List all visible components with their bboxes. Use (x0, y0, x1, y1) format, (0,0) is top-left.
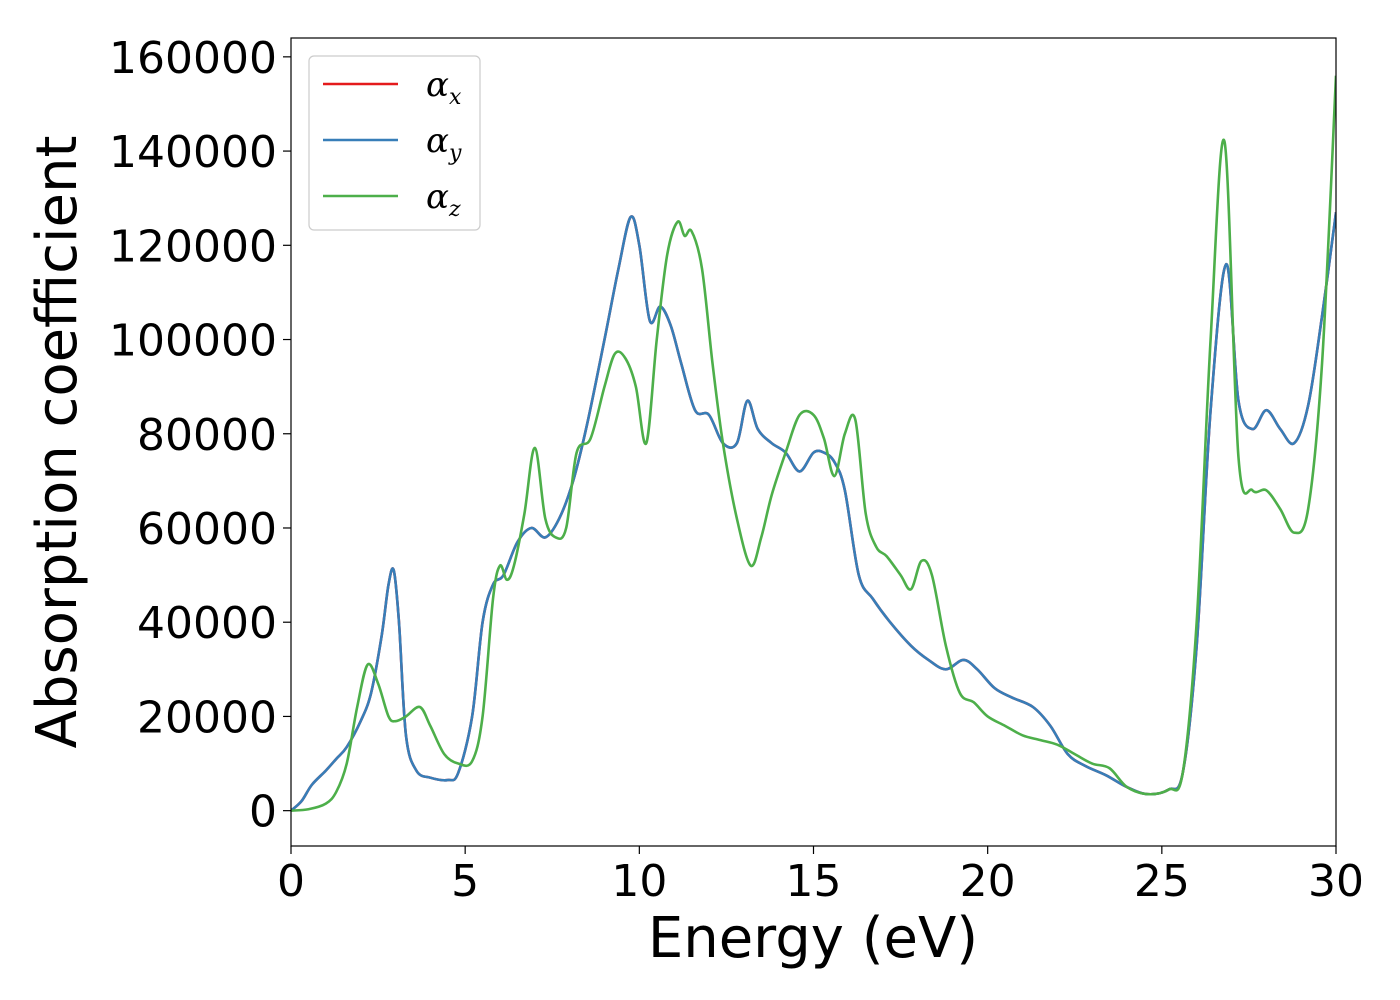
series-line-y (291, 212, 1336, 812)
legend-label-y: αy (426, 121, 462, 166)
series-line-x (291, 212, 1336, 812)
plot-frame (290, 37, 1337, 847)
series-line-z (291, 75, 1336, 812)
plot-area (291, 75, 1336, 812)
x-tick-label: 20 (960, 856, 1016, 907)
x-tick-label: 5 (451, 856, 479, 907)
legend-label-x: αx (426, 65, 462, 110)
x-axis-ticks: 0 5 10 15 20 25 30 (277, 846, 1364, 907)
x-tick-label: 0 (277, 856, 305, 907)
legend: αx αy αz (308, 55, 481, 231)
x-tick-label: 30 (1308, 856, 1364, 907)
y-axis-ticks: 0 20000 40000 60000 80000 100000 120000 140000 1… (109, 33, 291, 838)
y-tick-label: 40000 (137, 598, 277, 649)
x-tick-label: 25 (1134, 856, 1190, 907)
x-axis-label: Energy (eV) (648, 906, 978, 971)
x-tick-label: 15 (786, 856, 842, 907)
y-tick-label: 20000 (137, 692, 277, 743)
legend-box (308, 55, 481, 231)
y-tick-label: 140000 (109, 127, 277, 178)
y-tick-label: 100000 (109, 316, 277, 367)
legend-label-z: αz (426, 177, 461, 222)
y-tick-label: 160000 (109, 33, 277, 84)
y-tick-label: 80000 (137, 410, 277, 461)
y-tick-label: 120000 (109, 221, 277, 272)
y-tick-label: 60000 (137, 504, 277, 555)
x-tick-label: 10 (611, 856, 667, 907)
y-axis-label: Absorption coefficient (25, 136, 90, 749)
y-tick-label: 0 (249, 787, 277, 838)
